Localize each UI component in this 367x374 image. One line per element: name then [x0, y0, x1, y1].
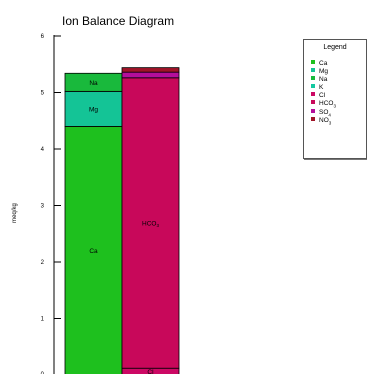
- legend-list: Ca Mg Na K Cl HCO3 SO4 NO3: [311, 60, 336, 125]
- legend-swatch: [311, 108, 315, 113]
- segment-label-hco3: HCO3: [142, 221, 159, 229]
- y-tick-label: 1: [41, 317, 45, 323]
- chart-title: Ion Balance Diagram: [62, 14, 174, 28]
- legend-item: Na: [311, 76, 336, 84]
- legend-swatch: [311, 92, 315, 97]
- y-axis-ticks: 1 2 3 4 5 6 0: [41, 34, 61, 374]
- legend-label: Mg: [319, 68, 329, 76]
- legend: Legend Ca Mg Na K Cl HCO3 SO4 NO3: [303, 39, 367, 159]
- legend-label: K: [319, 84, 324, 92]
- legend-item: K: [311, 84, 336, 92]
- bar-segment-no3: [121, 67, 180, 73]
- bar-segment-hco3: [121, 77, 180, 369]
- y-tick-label: 6: [41, 34, 45, 40]
- y-tick-label: 0: [41, 372, 45, 374]
- legend-item: Ca: [311, 60, 336, 68]
- legend-item: SO4: [311, 108, 336, 117]
- segment-label-ca: Ca: [89, 248, 98, 255]
- bar-segment-mg: [64, 90, 123, 127]
- legend-label: HCO3: [319, 100, 336, 109]
- y-tick-label: 4: [41, 147, 45, 153]
- legend-label: Na: [319, 76, 328, 84]
- segment-label-cl: Cl: [147, 369, 154, 374]
- segment-label-na: Na: [89, 80, 98, 87]
- legend-swatch: [311, 76, 315, 81]
- segment-label-mg: Mg: [89, 106, 98, 113]
- legend-item: NO3: [311, 116, 336, 125]
- legend-item: HCO3: [311, 100, 336, 109]
- y-tick-label: 5: [41, 91, 45, 97]
- legend-item: Mg: [311, 68, 336, 76]
- bar-segment-ca: [64, 126, 123, 374]
- legend-title: Legend: [323, 44, 347, 51]
- legend-label: SO4: [319, 108, 331, 117]
- legend-label: Cl: [319, 92, 326, 100]
- y-tick-label: 2: [41, 260, 45, 266]
- legend-swatch: [311, 60, 315, 64]
- y-tick-label: 3: [41, 204, 45, 210]
- legend-swatch: [311, 100, 315, 105]
- bar-segment-so4: [121, 71, 180, 79]
- legend-swatch: [311, 68, 315, 73]
- legend-label: Ca: [319, 60, 328, 67]
- y-axis-label: meq/kg: [12, 203, 18, 223]
- legend-label: NO3: [319, 116, 332, 125]
- legend-swatch: [311, 84, 315, 89]
- stacked-bars: Ca Mg Na Cl HCO3: [64, 67, 180, 374]
- legend-swatch: [311, 116, 315, 121]
- legend-item: Cl: [311, 92, 336, 100]
